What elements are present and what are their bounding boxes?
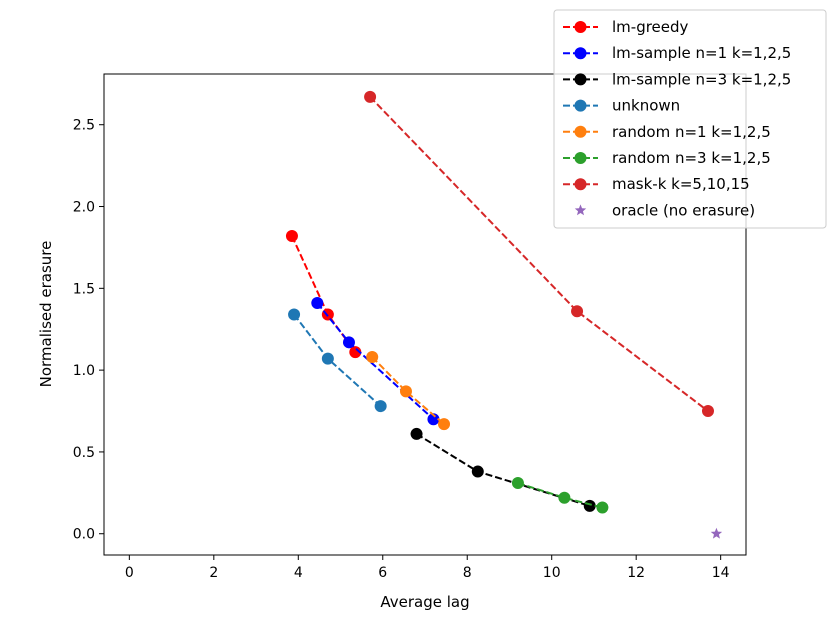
legend-label: lm-greedy bbox=[612, 18, 689, 36]
y-tick-label: 1.0 bbox=[73, 363, 95, 379]
legend-label: oracle (no erasure) bbox=[612, 201, 755, 219]
y-tick-label: 2.5 bbox=[73, 118, 95, 134]
data-point bbox=[558, 491, 571, 504]
legend-item: oracle (no erasure) bbox=[574, 201, 755, 219]
y-tick-label: 0.0 bbox=[73, 527, 95, 543]
legend-label: unknown bbox=[612, 97, 680, 115]
legend-marker bbox=[574, 47, 587, 60]
x-tick-label: 0 bbox=[125, 565, 134, 581]
legend-marker bbox=[574, 99, 587, 112]
x-tick-label: 14 bbox=[712, 565, 730, 581]
legend-label: lm-sample n=1 k=1,2,5 bbox=[612, 44, 791, 62]
series-random-n-3-k-1-2-5 bbox=[511, 477, 609, 514]
data-point bbox=[321, 352, 334, 365]
series-unknown bbox=[288, 308, 387, 413]
legend-item: random n=3 k=1,2,5 bbox=[563, 149, 771, 167]
legend-label: lm-sample n=3 k=1,2,5 bbox=[612, 70, 791, 88]
y-tick-label: 2.0 bbox=[73, 200, 95, 216]
x-tick-label: 10 bbox=[543, 565, 561, 581]
legend-marker bbox=[574, 178, 587, 191]
data-point bbox=[427, 413, 440, 426]
y-tick-label: 1.5 bbox=[73, 281, 95, 297]
data-point bbox=[342, 336, 355, 349]
legend-label: random n=3 k=1,2,5 bbox=[612, 149, 771, 167]
data-point bbox=[374, 400, 387, 413]
legend-marker bbox=[574, 204, 587, 216]
x-axis-label: Average lag bbox=[380, 593, 469, 611]
data-point bbox=[288, 308, 301, 321]
legend-item: random n=1 k=1,2,5 bbox=[563, 123, 771, 141]
y-ticks: 0.0 0.5 1.0 1.5 2.0 2.5 bbox=[73, 118, 104, 543]
x-ticks: 0 2 4 6 8 10 12 14 bbox=[125, 555, 730, 581]
legend-label: random n=1 k=1,2,5 bbox=[612, 123, 771, 141]
data-point bbox=[364, 90, 377, 103]
plot-frame bbox=[103, 73, 747, 556]
series-layer bbox=[285, 90, 723, 539]
series-oracle-no-erasure bbox=[710, 527, 723, 539]
data-point bbox=[710, 527, 723, 539]
legend-item: lm-greedy bbox=[563, 18, 689, 36]
x-tick-label: 6 bbox=[378, 565, 387, 581]
data-point bbox=[438, 418, 451, 431]
legend-marker bbox=[574, 125, 587, 138]
legend-label: mask-k k=5,10,15 bbox=[612, 175, 750, 193]
data-point bbox=[511, 477, 524, 490]
legend-item: mask-k k=5,10,15 bbox=[563, 175, 750, 193]
data-point bbox=[583, 499, 596, 512]
legend-marker bbox=[574, 73, 587, 86]
data-point bbox=[366, 351, 379, 364]
series-mask-k-k-5-10-15 bbox=[364, 90, 714, 418]
data-point bbox=[399, 385, 412, 398]
legend: lm-greedy lm-sample n=1 k=1,2,5 lm-sample … bbox=[553, 9, 827, 229]
data-point bbox=[596, 501, 609, 514]
legend-item: lm-sample n=1 k=1,2,5 bbox=[563, 44, 791, 62]
x-tick-label: 12 bbox=[627, 565, 645, 581]
legend-marker bbox=[574, 21, 587, 33]
y-tick-label: 0.5 bbox=[73, 445, 95, 461]
x-tick-label: 2 bbox=[209, 565, 218, 581]
series-random-n-1-k-1-2-5 bbox=[366, 351, 451, 431]
data-point bbox=[410, 427, 423, 440]
data-point bbox=[349, 346, 362, 359]
x-tick-label: 4 bbox=[294, 565, 303, 581]
series-line bbox=[517, 482, 603, 509]
data-point bbox=[285, 229, 298, 242]
data-point bbox=[321, 308, 334, 321]
series-line bbox=[371, 356, 445, 425]
data-point bbox=[571, 305, 584, 318]
legend-item: lm-sample n=3 k=1,2,5 bbox=[563, 70, 791, 88]
legend-item: unknown bbox=[563, 97, 680, 115]
data-point bbox=[471, 465, 484, 478]
data-point bbox=[311, 297, 324, 310]
data-point bbox=[701, 405, 714, 418]
x-tick-label: 8 bbox=[463, 565, 472, 581]
legend-marker bbox=[574, 152, 587, 164]
y-axis-label: Normalised erasure bbox=[37, 241, 55, 388]
legend-box bbox=[553, 9, 827, 229]
